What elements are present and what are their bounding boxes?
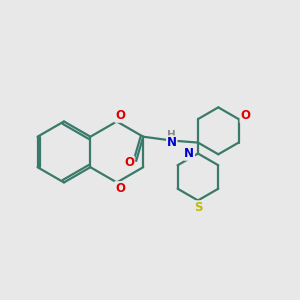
Text: N: N: [167, 136, 177, 149]
Text: N: N: [184, 147, 194, 160]
Text: O: O: [115, 182, 125, 195]
Text: H: H: [167, 130, 176, 140]
Text: O: O: [124, 156, 134, 170]
Text: O: O: [115, 109, 125, 122]
Text: O: O: [240, 110, 250, 122]
Text: S: S: [194, 201, 202, 214]
